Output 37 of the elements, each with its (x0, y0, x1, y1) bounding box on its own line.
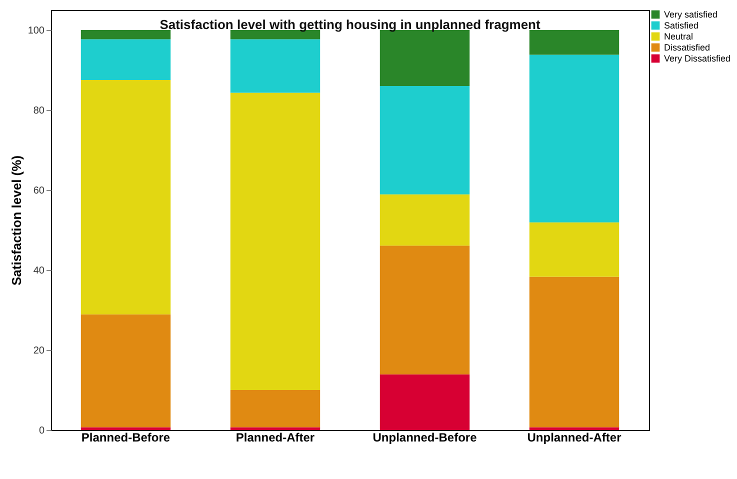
bar (80, 80, 171, 314)
bar (80, 30, 171, 40)
legend-label: Very satisfied (664, 10, 718, 20)
text: Satisfaction level with getting housing in unplanned fragment (160, 17, 541, 32)
bar (529, 276, 620, 428)
x-tick-label: Unplanned-After (527, 430, 622, 444)
bar (380, 194, 470, 246)
y-tick-label: 20 (33, 346, 45, 356)
x-tick-label: Unplanned-Before (372, 430, 478, 444)
bar (380, 246, 470, 374)
x-tick-label: Planned-After (236, 430, 315, 444)
bar (529, 222, 620, 277)
bar (230, 39, 320, 93)
bar (380, 86, 470, 194)
bar (529, 30, 620, 55)
y-tick-label: 40 (33, 266, 45, 276)
legend-label: Very Dissatisfied (664, 54, 731, 64)
bar (529, 427, 620, 430)
y-tick-label: 100 (28, 26, 45, 36)
bar (230, 30, 320, 40)
bar (380, 30, 470, 86)
y-tick-label: 60 (33, 186, 45, 196)
legend-label: Neutral (664, 32, 694, 42)
x-tick-label: Planned-Before (81, 430, 170, 444)
bar (529, 54, 620, 222)
bar (80, 427, 171, 430)
y-axis-title: Satisfaction level (%) (8, 155, 24, 286)
bar (230, 92, 320, 390)
legend-label: Satisfied (664, 20, 699, 30)
bar (380, 374, 470, 430)
y-tick-label: 80 (33, 106, 45, 116)
bar (80, 39, 171, 80)
y-tick-label: 0 (38, 426, 45, 436)
legend-label: Dissatisfied (664, 42, 710, 52)
bar (230, 427, 320, 430)
bar (80, 314, 171, 428)
bar (230, 390, 320, 428)
